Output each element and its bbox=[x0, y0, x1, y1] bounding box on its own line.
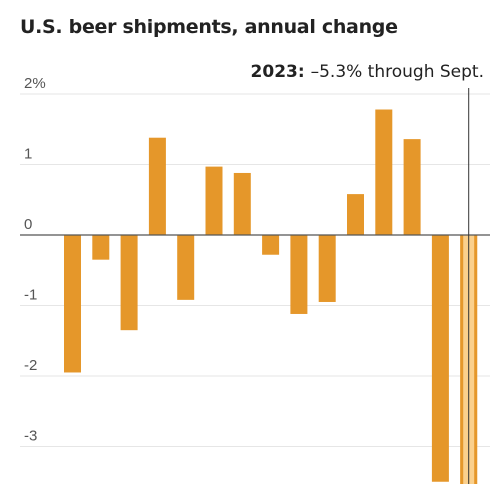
annotation-year: 2023 bbox=[251, 62, 298, 82]
bar bbox=[64, 235, 81, 373]
annotation-text: –5.3% through Sept. bbox=[311, 62, 484, 82]
bar bbox=[318, 235, 336, 302]
y-tick-label: 2% bbox=[24, 75, 46, 92]
y-axis-tick-labels: 2% 1 0 -1 -2 -3 bbox=[24, 75, 46, 445]
bar bbox=[262, 235, 280, 255]
bar bbox=[403, 139, 421, 235]
annotation-separator: : bbox=[298, 62, 311, 82]
bar bbox=[205, 166, 223, 235]
y-tick-label: 0 bbox=[24, 216, 32, 233]
bar bbox=[290, 235, 308, 314]
chart-title: U.S. beer shipments, annual change bbox=[20, 16, 398, 38]
bar bbox=[375, 109, 393, 235]
bar bbox=[148, 137, 166, 235]
bar bbox=[177, 235, 195, 300]
bar bbox=[92, 235, 110, 260]
bar bbox=[120, 235, 138, 331]
bar-edge bbox=[460, 235, 464, 484]
bar-edge bbox=[474, 235, 478, 484]
y-tick-label: -3 bbox=[24, 428, 37, 445]
annotation: 2023: –5.3% through Sept. bbox=[251, 62, 484, 82]
y-tick-label: -2 bbox=[24, 357, 37, 374]
bar bbox=[431, 235, 449, 482]
bars bbox=[64, 109, 478, 484]
bar bbox=[233, 172, 251, 235]
gridlines bbox=[20, 93, 490, 447]
y-tick-label: 1 bbox=[24, 146, 32, 163]
bar bbox=[347, 194, 364, 235]
y-tick-label: -1 bbox=[24, 287, 37, 304]
